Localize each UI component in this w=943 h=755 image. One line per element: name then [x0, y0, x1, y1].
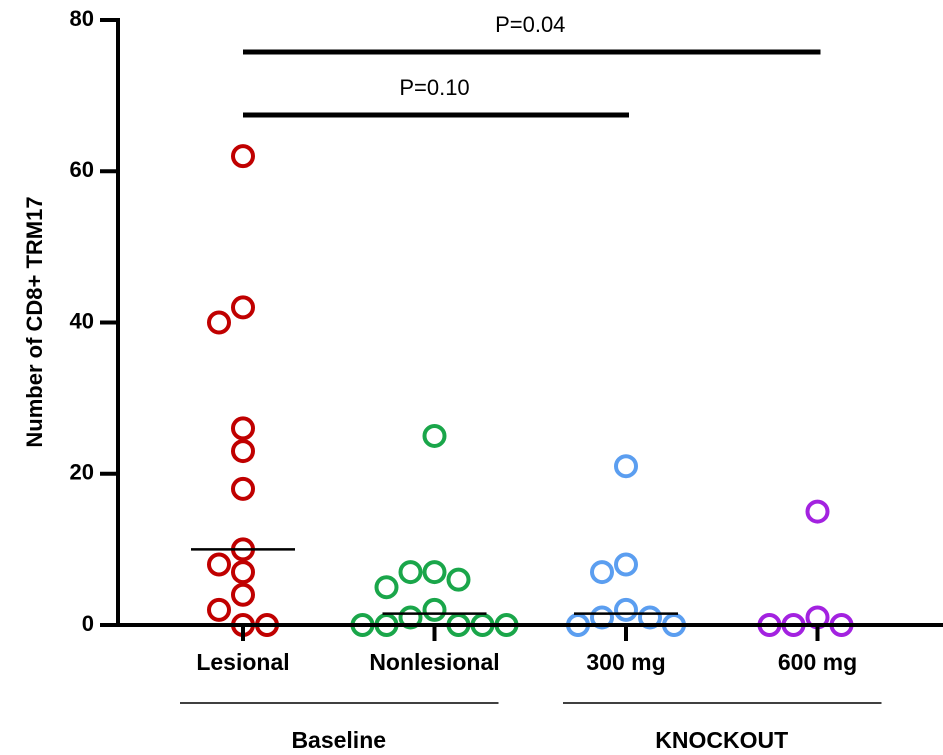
y-tick-label: 0: [82, 611, 94, 636]
x-tick-label: Lesional: [196, 649, 289, 675]
data-point: [374, 575, 399, 600]
data-point: [231, 295, 255, 320]
data-point: [422, 423, 447, 448]
data-point: [638, 605, 662, 630]
data-point: [614, 454, 638, 479]
data-point: [590, 560, 614, 585]
y-tick-label: 60: [70, 157, 94, 182]
p-value-label: P=0.04: [495, 12, 565, 37]
data-point: [805, 499, 830, 524]
y-tick-label: 80: [70, 6, 94, 31]
x-tick-label: Nonlesional: [369, 649, 499, 675]
y-axis-label: Number of CD8+ TRM17: [22, 196, 47, 447]
y-tick-label: 40: [70, 308, 94, 333]
data-point: [231, 416, 255, 441]
data-point: [231, 144, 255, 169]
data-point: [422, 597, 447, 622]
data-point: [446, 567, 471, 592]
data-point: [207, 552, 231, 577]
data-point: [231, 560, 255, 585]
data-point: [398, 560, 423, 585]
data-point: [398, 605, 423, 630]
y-tick-label: 20: [70, 460, 94, 485]
data-point: [590, 605, 614, 630]
data-point: [422, 560, 447, 585]
data-point: [207, 597, 231, 622]
data-point: [207, 310, 231, 335]
group-label: KNOCKOUT: [655, 727, 788, 753]
x-tick-label: 600 mg: [778, 649, 857, 675]
group-label: Baseline: [291, 727, 386, 753]
data-point: [231, 439, 255, 464]
p-value-label: P=0.10: [399, 75, 469, 100]
data-point: [231, 476, 255, 501]
data-point: [614, 552, 638, 577]
x-tick-label: 300 mg: [586, 649, 665, 675]
data-point: [614, 597, 638, 622]
data-point: [231, 582, 255, 607]
